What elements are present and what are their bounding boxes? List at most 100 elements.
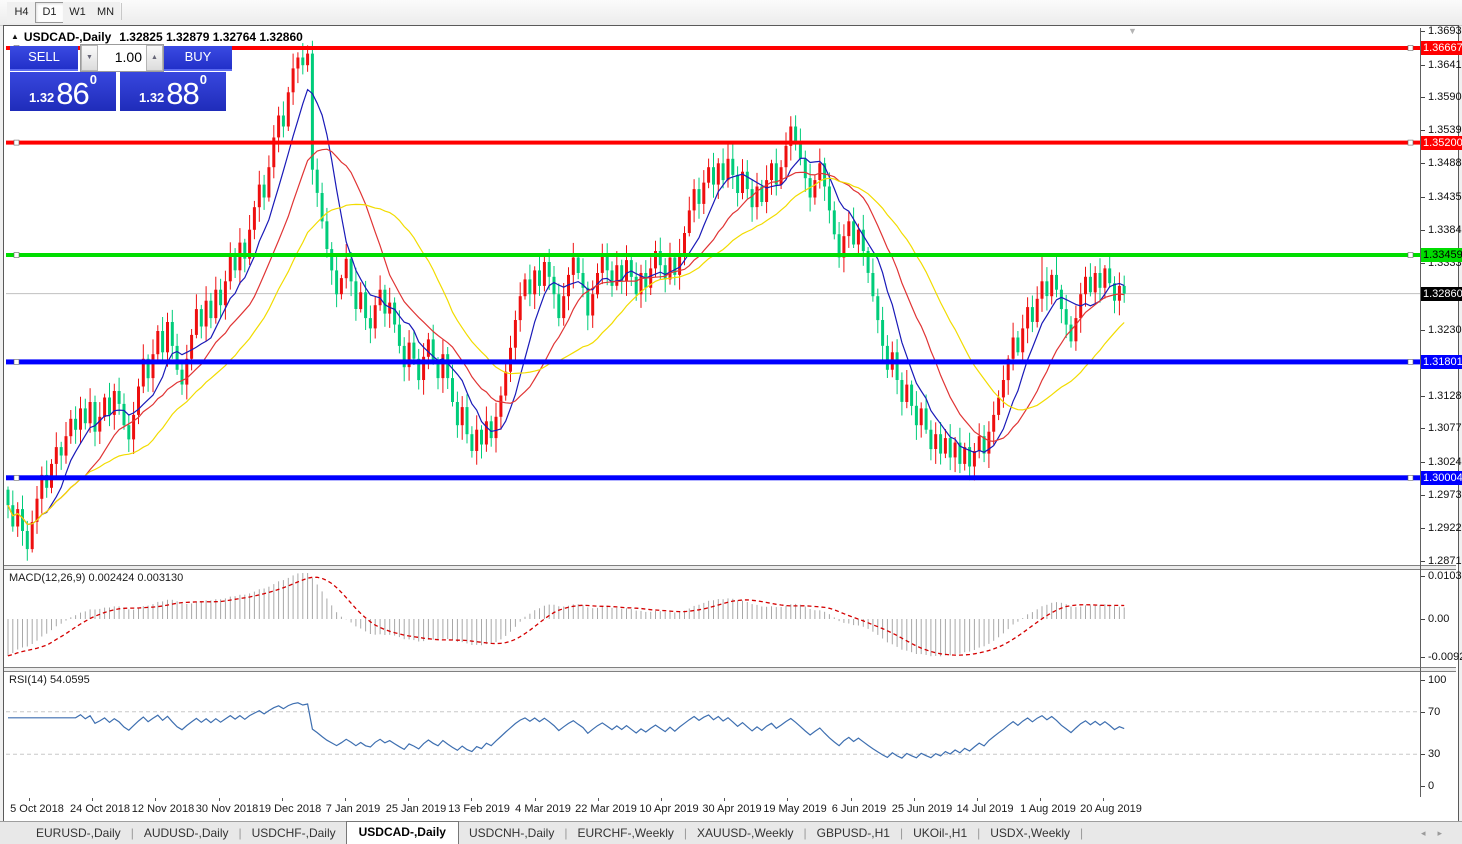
hline-handle[interactable]	[1407, 474, 1414, 481]
macd-histogram	[7, 573, 1125, 657]
tab-separator: |	[238, 826, 242, 840]
price-tick	[1421, 65, 1425, 66]
price-tick-label: 1.33845	[1428, 224, 1462, 236]
volume-stepper[interactable]: ▼ 1.00 ▲	[80, 44, 164, 72]
tab-scroll-right-icon[interactable]: ▸	[1437, 828, 1454, 838]
one-click-trade-panel: SELL ▼ 1.00 ▲ BUY 1.32 86 0 1.32 88 0	[10, 44, 232, 112]
price-badge-1.31801: 1.31801	[1421, 355, 1462, 369]
toolbar-separator	[121, 3, 122, 20]
date-tick	[661, 798, 662, 801]
chart-tab-usdchf-daily[interactable]: USDCHF-,Daily	[251, 826, 336, 840]
chart-title: ▲ USDCAD-,Daily 1.32825 1.32879 1.32764 1.…	[11, 30, 303, 44]
price-chart-canvas[interactable]	[6, 28, 1420, 565]
chart-tab-usdx-weekly[interactable]: USDX-,Weekly	[990, 826, 1071, 840]
hline-1.30004[interactable]	[6, 475, 1420, 481]
ma-8-line	[7, 88, 1125, 525]
price-tick	[1421, 462, 1425, 463]
hline-handle[interactable]	[13, 139, 20, 146]
collapse-arrow-icon[interactable]: ▲	[11, 32, 19, 41]
price-tick-label: 1.32300	[1428, 324, 1462, 336]
chart-tab-eurusd-daily[interactable]: EURUSD-,Daily	[36, 826, 121, 840]
hline-handle[interactable]	[13, 474, 20, 481]
price-badge-1.36667: 1.36667	[1421, 41, 1462, 55]
date-label: 14 Jul 2019	[956, 803, 1014, 815]
date-tick	[29, 798, 30, 801]
date-tick	[155, 798, 156, 801]
tab-separator: |	[1080, 826, 1084, 840]
date-tick	[92, 798, 93, 801]
price-tick-label: 1.36410	[1428, 59, 1462, 71]
hline-handle[interactable]	[1407, 45, 1414, 51]
hline-1.31801[interactable]	[6, 359, 1420, 365]
timeframe-button-w1[interactable]: W1	[63, 2, 92, 23]
price-tick-label: 1.35900	[1428, 91, 1462, 103]
timeframe-button-mn[interactable]: MN	[91, 2, 120, 23]
buy-price-big: 88	[166, 76, 199, 111]
date-label: 20 Aug 2019	[1080, 803, 1142, 815]
hline-1.33459[interactable]	[6, 253, 1420, 257]
volume-decrease-button[interactable]: ▼	[81, 45, 98, 71]
price-tick	[1421, 97, 1425, 98]
price-tick-label: 1.34880	[1428, 157, 1462, 169]
macd-tick	[1421, 619, 1425, 620]
chart-tab-xauusd-weekly[interactable]: XAUUSD-,Weekly	[697, 826, 794, 840]
price-tick	[1421, 197, 1425, 198]
chart-tab-ukoil-h1[interactable]: UKOil-,H1	[913, 826, 968, 840]
date-label: 22 Mar 2019	[575, 803, 637, 815]
hline-handle[interactable]	[13, 252, 20, 258]
macd-signal-line	[7, 576, 1125, 657]
sell-price-sup: 0	[89, 72, 98, 87]
tab-scroll-arrows[interactable]: ◂▸	[1421, 828, 1454, 839]
tab-separator: |	[977, 826, 981, 840]
price-tick	[1421, 263, 1425, 264]
price-badge-1.30004: 1.30004	[1421, 471, 1462, 485]
date-label: 25 Jan 2019	[385, 803, 447, 815]
hline-1.352[interactable]	[6, 140, 1420, 145]
panel-divider[interactable]	[4, 565, 1456, 570]
price-tick-label: 1.31280	[1428, 390, 1462, 402]
date-tick	[535, 798, 536, 801]
price-tick	[1421, 330, 1425, 331]
date-tick	[977, 798, 978, 801]
tab-separator: |	[803, 826, 807, 840]
rsi-label: RSI(14) 54.0595	[9, 674, 90, 686]
price-axis-line	[1420, 28, 1421, 797]
price-tick-label: 1.29225	[1428, 522, 1462, 534]
sell-price-big: 86	[56, 76, 89, 111]
sell-button[interactable]: SELL	[10, 46, 78, 71]
chart-tab-audusd-daily[interactable]: AUDUSD-,Daily	[143, 826, 229, 840]
chart-tab-usdcnh-daily[interactable]: USDCNH-,Daily	[468, 826, 555, 840]
price-tick-label: 1.30770	[1428, 422, 1462, 434]
date-label: 12 Nov 2018	[131, 803, 195, 815]
price-badge-1.32860: 1.32860	[1421, 287, 1462, 301]
buy-price-box[interactable]: 1.32 88 0	[120, 72, 226, 111]
rsi-indicator-canvas	[6, 672, 1420, 797]
volume-increase-button[interactable]: ▲	[146, 45, 163, 71]
date-tick	[471, 798, 472, 801]
chart-tab-eurchf-weekly[interactable]: EURCHF-,Weekly	[577, 826, 674, 840]
hline-handle[interactable]	[13, 359, 20, 365]
sell-price-box[interactable]: 1.32 86 0	[10, 72, 116, 111]
hline-handle[interactable]	[1407, 252, 1414, 258]
date-tick	[219, 798, 220, 801]
price-tick	[1421, 130, 1425, 131]
hline-handle[interactable]	[1407, 359, 1414, 365]
date-label: 30 Apr 2019	[702, 803, 762, 815]
macd-tick	[1421, 657, 1425, 658]
buy-button[interactable]: BUY	[164, 46, 232, 71]
hline-1.36667[interactable]	[6, 46, 1420, 50]
hline-handle[interactable]	[1407, 139, 1414, 146]
volume-value[interactable]: 1.00	[114, 49, 142, 65]
chart-tab-bar: EURUSD-,Daily | AUDUSD-,Daily | USDCHF-,Dail…	[0, 821, 1462, 844]
chart-tab-gbpusd-h1[interactable]: GBPUSD-,H1	[816, 826, 890, 840]
price-badge-1.35200: 1.35200	[1421, 136, 1462, 150]
tab-scroll-left-icon[interactable]: ◂	[1420, 828, 1438, 838]
timeframe-button-d1[interactable]: D1	[35, 2, 64, 23]
chart-tab-usdcad-daily[interactable]: USDCAD-,Daily	[345, 821, 459, 844]
rsi-line	[8, 702, 1125, 759]
price-tick-label: 1.28715	[1428, 555, 1462, 567]
ma-30-line	[7, 177, 1125, 525]
timeframe-button-h4[interactable]: H4	[7, 2, 36, 23]
rsi-tick-label: 100	[1428, 674, 1447, 686]
panel-divider[interactable]	[4, 667, 1456, 672]
